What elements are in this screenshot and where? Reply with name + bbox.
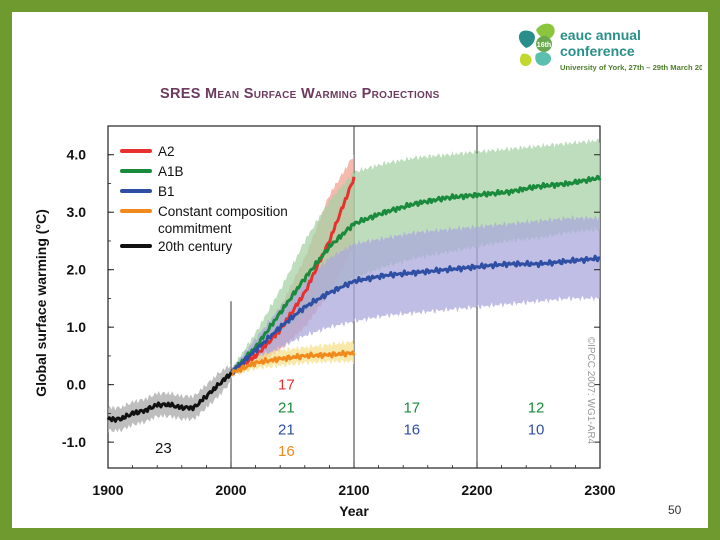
legend: A2 A1B B1 Constant composition commitment 20t… [120, 144, 288, 254]
copyright-watermark: ©IPCC 2007: WG1-AR4 [585, 337, 596, 445]
b1-band [231, 214, 600, 378]
a1b-line [229, 174, 602, 375]
x-tick-label: 2000 [215, 482, 246, 498]
page-number: 50 [668, 503, 682, 517]
y-axis-label: Global surface warming (°C) [33, 209, 49, 397]
constant-composition-commitment-line [229, 349, 356, 377]
a2-line [230, 176, 356, 375]
model-count-label: 16 [403, 421, 420, 438]
model-count-label: 17 [278, 377, 295, 394]
b1-legend-label: B1 [158, 184, 175, 199]
x-tick-label: 2300 [584, 482, 615, 498]
y-tick-label: 3.0 [67, 204, 87, 220]
x-tick-label: 2200 [461, 482, 492, 498]
x-tick-label: 2100 [338, 482, 369, 498]
constant-composition-commitment-legend-label: Constant composition commitment [158, 204, 288, 236]
model-count-label: 21 [278, 400, 295, 417]
20th-century-line [106, 371, 233, 423]
b1-line [229, 254, 601, 375]
axis-ticks: -1.0 0.0 1.0 2.0 3.0 4.0 1900 2000 2100 2200 2300 [62, 125, 616, 498]
annotations: 23 17 21 21 16 17 16 12 10 [155, 377, 544, 460]
model-count-label: 17 [403, 400, 420, 417]
x-axis-label: Year [339, 503, 369, 519]
model-count-label: 16 [278, 443, 295, 460]
model-count-label: 23 [155, 440, 172, 457]
uncertainty-bands [108, 138, 600, 434]
logo-mark-icon: 16th [518, 23, 555, 67]
logo-line-2: conference [560, 43, 635, 59]
20th-century-band [108, 363, 231, 434]
x-tick-label: 1900 [92, 482, 123, 498]
model-count-label: 10 [528, 421, 545, 438]
series-lines [106, 174, 602, 423]
logo-line-1: eauc annual [560, 27, 641, 43]
a2-legend-label: A2 [158, 144, 175, 159]
y-tick-label: 2.0 [67, 262, 87, 278]
y-tick-label: 1.0 [67, 319, 87, 335]
model-count-label: 12 [528, 400, 545, 417]
a1b-legend-label: A1B [158, 164, 184, 179]
logo-line-3: University of York, 27th – 29th March 20… [560, 63, 702, 72]
logo-badge: 16th [537, 42, 551, 49]
chart-title: SRES Mean Surface Warming Projections [160, 86, 440, 102]
y-tick-label: 0.0 [67, 377, 87, 393]
y-tick-label: 4.0 [67, 147, 87, 163]
20th-century-legend-label: 20th century [158, 239, 233, 254]
conference-logo: 16th eauc annual conference University o… [518, 23, 702, 72]
slide: 16th eauc annual conference University o… [12, 12, 708, 528]
y-tick-label: -1.0 [62, 434, 86, 450]
constant-composition-commitment-band [231, 339, 354, 379]
model-count-label: 21 [278, 421, 295, 438]
